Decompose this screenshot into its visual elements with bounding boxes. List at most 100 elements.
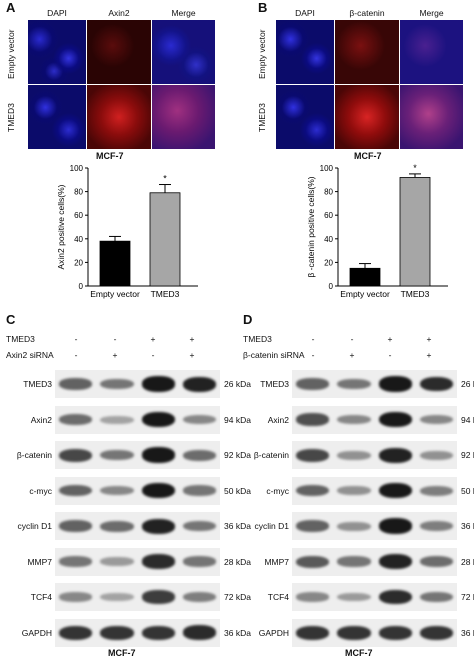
category-label-0: Empty vector (340, 289, 390, 299)
blot-strip (292, 618, 457, 647)
western-blot-panel-c: C TMED3 - - + + Axin2 siRNA - + - + TMED3 26 kDa Axin… (0, 312, 251, 660)
band-lane-2 (141, 447, 175, 463)
micrograph-a-empty-axin2 (87, 20, 151, 84)
row-label-tmed3: TMED3 (6, 103, 16, 132)
band-lane-0 (296, 592, 330, 602)
band-lane-3 (419, 485, 453, 496)
micrograph-a-tmed3-axin2 (87, 85, 151, 149)
bar-0 (349, 267, 381, 287)
band-lane-1 (337, 450, 371, 460)
band-lane-3 (419, 376, 453, 392)
column-label-beta-catenin: β-catenin (349, 8, 385, 18)
band-lane-0 (296, 448, 330, 462)
kda-label: 94 kDa (224, 414, 251, 425)
band-label: MMP7 (27, 556, 52, 567)
bar-0 (99, 240, 131, 287)
band-lane-2 (378, 447, 412, 463)
blot-strip (292, 512, 457, 540)
band-lane-0 (296, 378, 330, 390)
band-lane-1 (100, 593, 134, 601)
band-lane-3 (182, 625, 216, 640)
kda-label: 26 kDa (224, 379, 251, 389)
band-lane-3 (419, 414, 453, 425)
panel-letter: D (243, 312, 253, 327)
band-lane-2 (378, 589, 412, 605)
band-label: GAPDH (258, 627, 289, 638)
blot-strip (55, 476, 220, 505)
blot-strip (55, 441, 220, 469)
y-axis-label: β -catenin positive cells(%) (306, 176, 316, 277)
band-lane-3 (419, 591, 453, 603)
y-tick-label: 60 (74, 211, 83, 220)
bar-1 (149, 192, 181, 287)
band-label: cyclin D1 (254, 521, 289, 531)
column-label-merge: Merge (171, 8, 196, 18)
band-lane-2 (141, 518, 175, 534)
condition-mark: - (113, 334, 117, 344)
band-lane-1 (100, 557, 134, 566)
kda-label: 50 kDa (224, 485, 251, 496)
bar-chart-axin2: 0 20 40 60 80 100 Axin2 positive cells(%) Empty… (56, 164, 198, 299)
condition-mark: - (74, 334, 78, 344)
kda-label: 28 kDa (224, 556, 251, 567)
category-label-0: Empty vector (90, 289, 140, 299)
blot-strip (292, 583, 457, 611)
significance-star: * (413, 163, 417, 173)
band-lane-1 (337, 521, 371, 531)
bar-chart-beta-catenin: 0 20 40 60 80 100 β -catenin positive cells(%)… (306, 163, 448, 299)
blot-strip (292, 476, 457, 505)
column-label-axin2: Axin2 (108, 8, 130, 18)
band-lane-0 (296, 625, 330, 640)
condition-mark: + (387, 334, 393, 344)
y-tick-label: 20 (74, 258, 83, 267)
band-lane-3 (182, 449, 216, 461)
y-tick-label: 0 (329, 282, 334, 291)
band-lane-3 (419, 450, 453, 460)
column-label-dapi: DAPI (47, 8, 67, 18)
condition-mark: + (112, 350, 118, 360)
band-lane-2 (378, 518, 412, 534)
kda-label: 36 kDa (224, 627, 251, 638)
kda-label: 72 kDa (224, 592, 251, 602)
micrograph-b-empty-dapi (276, 20, 334, 84)
band-lane-1 (337, 486, 371, 495)
band-lane-1 (100, 485, 134, 496)
condition-mark: - (388, 350, 392, 360)
band-label: β-catenin (16, 450, 52, 460)
band-lane-0 (296, 555, 330, 568)
kda-label: 26 kDa (461, 379, 474, 389)
micrograph-a-tmed3-merge (152, 85, 215, 149)
y-tick-label: 80 (74, 188, 83, 197)
condition-label: Axin2 siRNA (6, 350, 54, 360)
band-lane-0 (296, 520, 330, 532)
cell-line-label: MCF-7 (108, 648, 136, 658)
condition-mark: + (189, 350, 195, 360)
y-tick-label: 100 (70, 164, 84, 173)
band-lane-0 (59, 592, 93, 602)
panel-letter: C (6, 312, 16, 327)
band-lane-1 (337, 378, 371, 390)
micrograph-b-tmed3-dapi (276, 85, 334, 149)
blot-strip (292, 370, 457, 398)
band-lane-1 (100, 415, 134, 424)
kda-label: 50 kDa (461, 485, 474, 496)
band-label: TMED3 (260, 379, 289, 389)
y-tick-label: 100 (320, 164, 334, 173)
band-label: Axin2 (267, 414, 289, 425)
band-lane-2 (141, 554, 175, 569)
band-lane-2 (141, 590, 175, 604)
band-lane-1 (337, 414, 371, 425)
band-lane-0 (59, 378, 93, 390)
condition-mark: - (311, 350, 315, 360)
band-lane-1 (100, 625, 134, 640)
band-lane-0 (59, 556, 93, 567)
band-lane-0 (296, 413, 330, 426)
y-tick-label: 80 (324, 188, 333, 197)
kda-label: 92 kDa (461, 450, 474, 460)
band-lane-3 (419, 556, 453, 567)
band-lane-2 (141, 411, 175, 428)
band-lane-2 (378, 411, 412, 428)
band-lane-1 (337, 625, 371, 640)
band-lane-1 (337, 556, 371, 567)
condition-label: β-catenin siRNA (243, 350, 305, 360)
